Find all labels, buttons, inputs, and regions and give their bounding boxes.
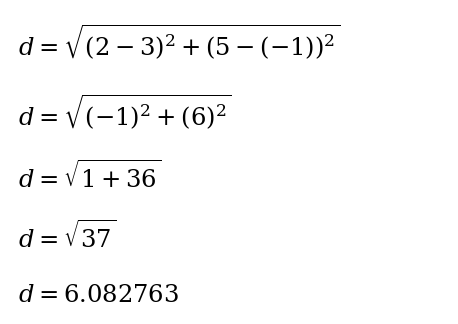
Text: $d = \sqrt{(2-3)^2+(5-(-1))^2}$: $d = \sqrt{(2-3)^2+(5-(-1))^2}$	[18, 23, 341, 62]
Text: $d = 6.082763$: $d = 6.082763$	[18, 283, 180, 307]
Text: $d = \sqrt{37}$: $d = \sqrt{37}$	[18, 220, 117, 253]
Text: $d = \sqrt{1+36}$: $d = \sqrt{1+36}$	[18, 160, 162, 193]
Text: $d = \sqrt{(-1)^2+(6)^2}$: $d = \sqrt{(-1)^2+(6)^2}$	[18, 92, 232, 131]
